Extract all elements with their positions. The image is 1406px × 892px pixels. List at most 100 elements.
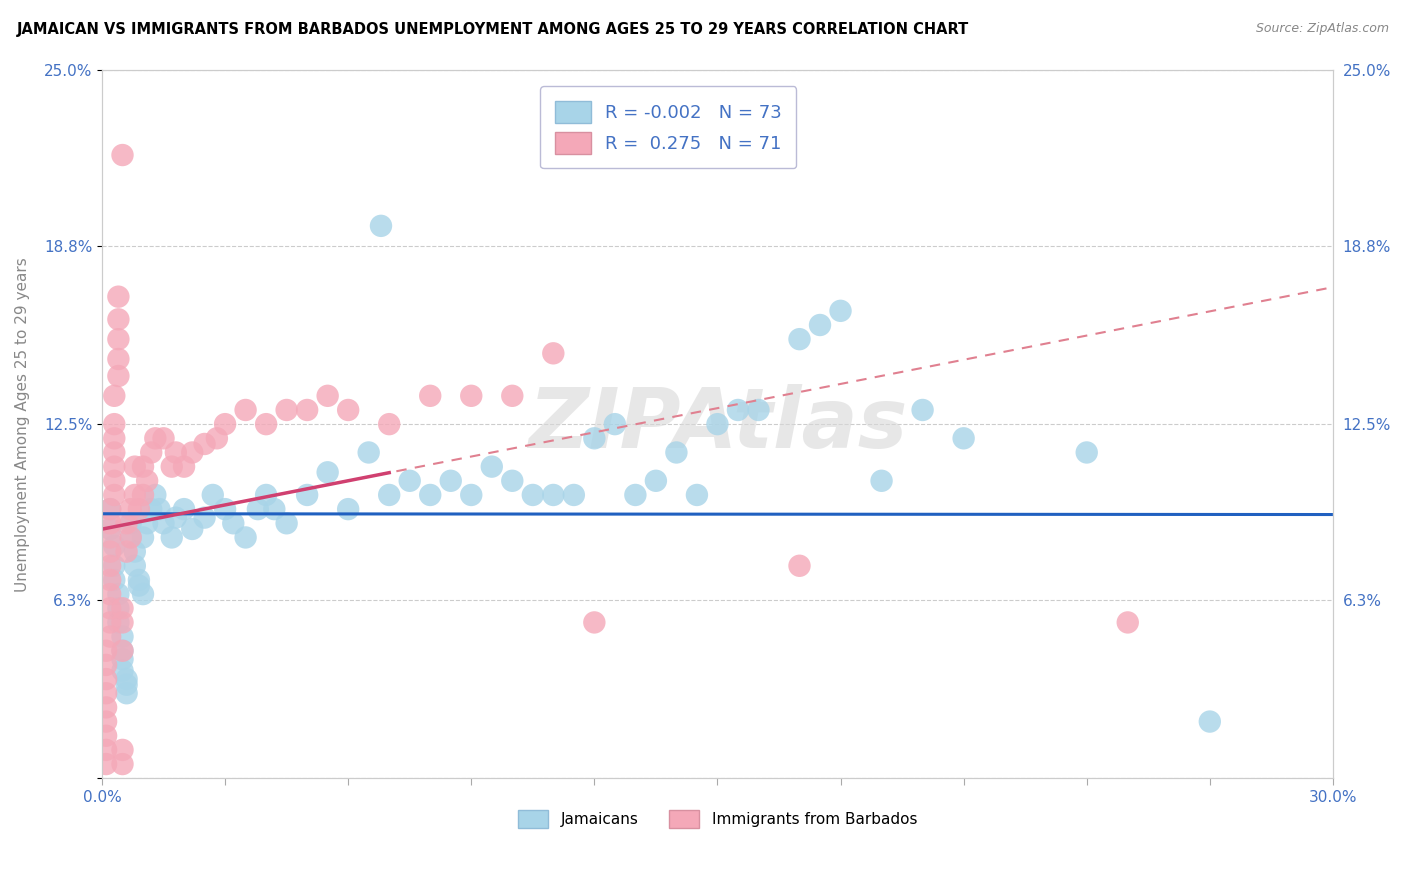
Point [522,488,544,502]
Point [103,431,125,445]
Point [165,445,187,459]
Point [98,587,121,601]
Point [107,290,129,304]
Point [98,516,121,531]
Point [952,431,974,445]
Point [357,445,380,459]
Point [543,346,565,360]
Legend: Jamaicans, Immigrants from Barbados: Jamaicans, Immigrants from Barbados [512,804,924,834]
Point [115,516,138,531]
Point [276,516,298,531]
Point [263,502,285,516]
Point [94,672,117,686]
Point [111,652,134,666]
Point [124,488,146,502]
Point [136,474,159,488]
Point [808,318,831,332]
Point [115,678,138,692]
Point [111,615,134,630]
Point [103,573,125,587]
Point [152,516,174,531]
Point [181,522,204,536]
Point [107,369,129,384]
Point [419,488,441,502]
Point [98,502,121,516]
Point [111,644,134,658]
Point [201,488,224,502]
Point [1116,615,1139,630]
Point [727,403,749,417]
Point [460,389,482,403]
Point [193,437,215,451]
Point [120,531,142,545]
Point [132,459,155,474]
Point [665,445,688,459]
Point [1076,445,1098,459]
Point [111,743,134,757]
Point [128,573,150,587]
Point [378,417,401,431]
Point [143,431,166,445]
Text: JAMAICAN VS IMMIGRANTS FROM BARBADOS UNEMPLOYMENT AMONG AGES 25 TO 29 YEARS CORR: JAMAICAN VS IMMIGRANTS FROM BARBADOS UNE… [17,22,969,37]
Point [398,474,420,488]
Point [98,615,121,630]
Point [98,544,121,558]
Point [94,700,117,714]
Point [419,389,441,403]
Text: Source: ZipAtlas.com: Source: ZipAtlas.com [1256,22,1389,36]
Point [103,445,125,459]
Point [107,587,129,601]
Point [107,615,129,630]
Point [103,474,125,488]
Point [378,488,401,502]
Point [94,757,117,772]
Point [120,531,142,545]
Point [789,332,811,346]
Point [562,488,585,502]
Point [94,743,117,757]
Point [136,516,159,531]
Point [103,389,125,403]
Point [911,403,934,417]
Y-axis label: Unemployment Among Ages 25 to 29 years: Unemployment Among Ages 25 to 29 years [15,257,30,591]
Point [481,459,503,474]
Point [111,630,134,644]
Point [205,431,228,445]
Point [124,544,146,558]
Point [94,657,117,672]
Point [624,488,647,502]
Point [316,465,339,479]
Point [148,502,170,516]
Point [747,403,769,417]
Point [98,558,121,573]
Point [132,587,155,601]
Point [115,686,138,700]
Point [254,417,277,431]
Point [235,531,257,545]
Point [98,522,121,536]
Point [98,573,121,587]
Point [128,502,150,516]
Point [543,488,565,502]
Point [173,502,195,516]
Point [337,403,360,417]
Text: ZIPAtlas: ZIPAtlas [527,384,907,465]
Point [644,474,666,488]
Point [111,644,134,658]
Point [165,510,187,524]
Point [295,403,318,417]
Point [337,502,360,516]
Point [103,417,125,431]
Point [111,601,134,615]
Point [111,664,134,678]
Point [789,558,811,573]
Point [254,488,277,502]
Point [120,516,142,531]
Point [235,403,257,417]
Point [107,601,129,615]
Point [440,474,463,488]
Point [141,502,163,516]
Point [295,488,318,502]
Point [222,516,245,531]
Point [115,544,138,558]
